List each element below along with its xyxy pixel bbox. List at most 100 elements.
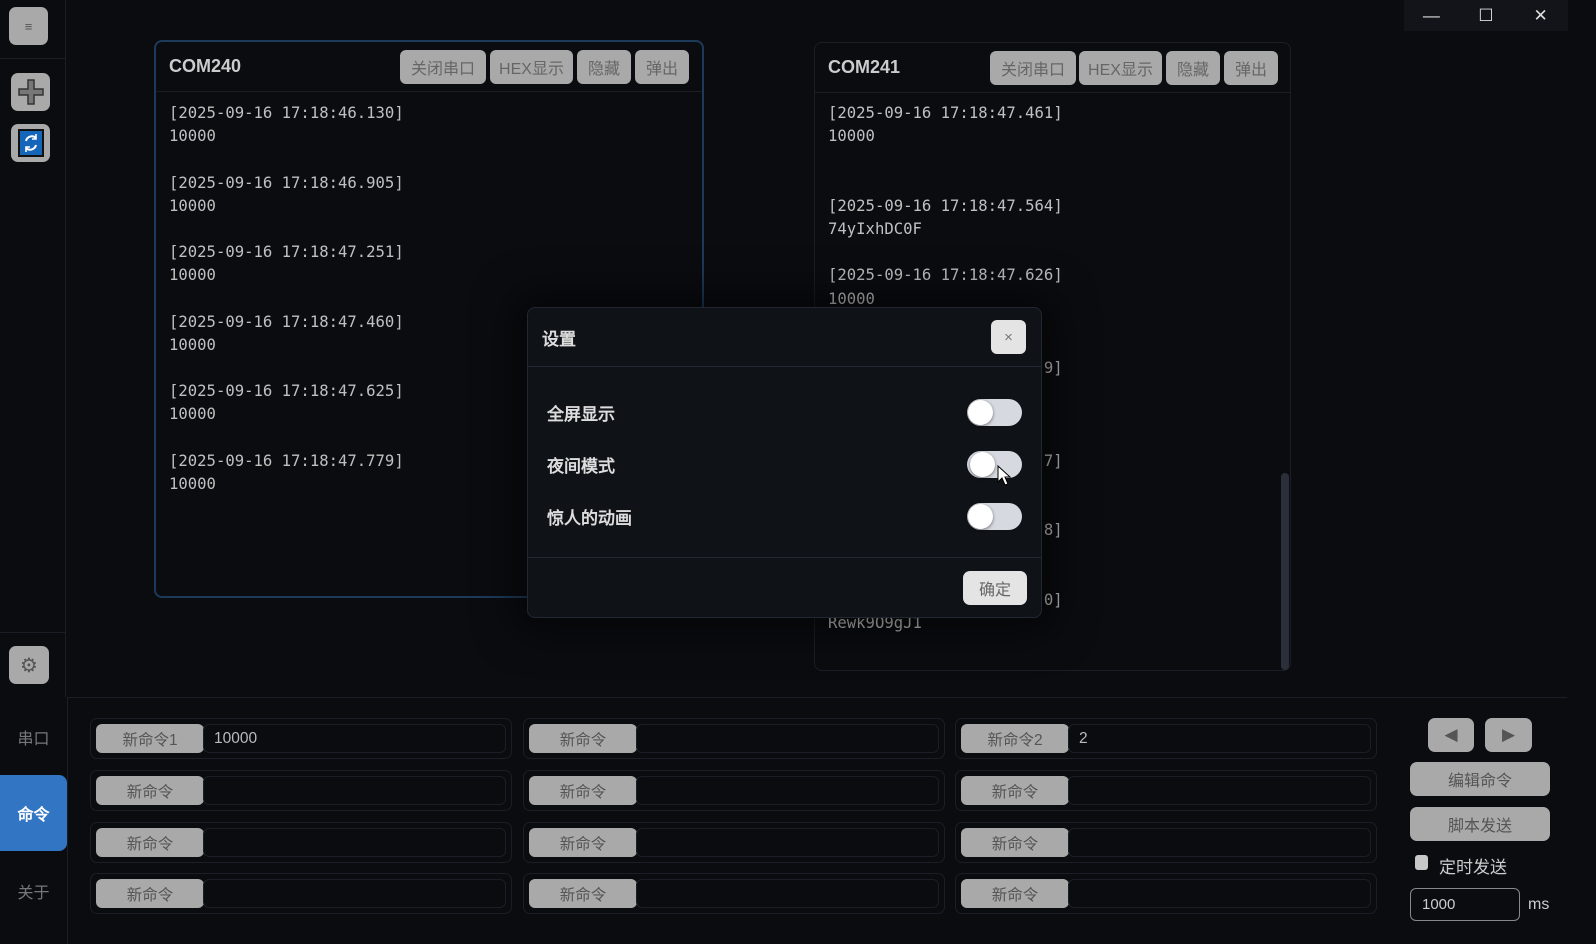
fullscreen-label: 全屏显示 [547,404,615,424]
close-window-button[interactable]: ✕ [1533,5,1548,25]
menu-button[interactable]: ≡ [9,7,48,45]
log-line [169,218,702,241]
log-line [828,148,1290,171]
command-slot: 新命令2 2 [955,718,1377,759]
send-command-button[interactable]: 新命令 [96,776,204,805]
log-line: [2025-09-16 17:18:47.460] [169,312,404,331]
refresh-button[interactable] [11,124,50,162]
command-slot: 新命令 [523,822,945,863]
log-line: [2025-09-16 17:18:47.461] [828,104,1063,122]
command-slot: 新命令 [955,873,1377,914]
hex-display-button[interactable]: HEX显示 [1079,51,1162,85]
animation-label: 惊人的动画 [547,508,632,528]
log-line [828,241,1290,264]
log-line: [2025-09-16 17:18:46.905] [169,173,404,192]
command-input[interactable] [636,879,939,908]
prev-page-button[interactable]: ◀ [1428,718,1474,752]
log-line: 10000 [169,475,216,493]
script-send-button[interactable]: 脚本发送 [1410,807,1550,841]
fullscreen-toggle[interactable] [967,398,1022,426]
command-slot: 新命令1 10000 [90,718,512,759]
command-slot: 新命令 [90,822,512,863]
hide-button[interactable]: 隐藏 [577,50,631,84]
next-page-button[interactable]: ▶ [1485,718,1532,752]
send-command-button[interactable]: 新命令 [529,879,637,908]
command-input[interactable] [203,828,506,857]
popout-button[interactable]: 弹出 [1224,51,1278,85]
interval-unit: ms [1528,896,1550,913]
send-command-button[interactable]: 新命令 [96,879,204,908]
log-line: 10000 [828,289,875,308]
log-line: 10000 [828,127,875,146]
close-port-button[interactable]: 关闭串口 [990,51,1076,85]
dialog-title: 设置 [542,329,576,349]
command-slot: 新命令 [523,770,945,811]
log-line: 74yIxhDC0F [828,219,922,238]
command-input[interactable] [203,879,506,908]
command-slot: 新命令 [90,873,512,914]
command-input[interactable]: 2 [1068,724,1371,753]
edit-commands-button[interactable]: 编辑命令 [1410,762,1550,796]
close-dialog-button[interactable]: × [991,320,1026,354]
log-line [169,148,702,171]
scrollbar[interactable] [1281,473,1289,670]
send-command-button[interactable]: 新命令 [961,879,1069,908]
nav-serial[interactable]: 串口 [17,731,50,748]
log-line: [2025-09-16 17:18:47.779] [169,451,404,470]
animation-toggle[interactable] [967,502,1022,530]
log-line: 0] [1043,590,1063,609]
log-line: [2025-09-16 17:18:46.130] [169,104,404,122]
log-line: 9] [1043,359,1063,378]
send-command-button[interactable]: 新命令1 [96,724,204,753]
nav-commands[interactable]: 命令 [0,775,67,851]
settings-dialog: 设置 × 全屏显示 夜间模式 惊人的动画 确定 [527,307,1042,618]
minimize-button[interactable]: — [1422,5,1440,25]
command-input[interactable] [636,776,939,805]
add-port-button[interactable] [11,73,50,111]
popout-button[interactable]: 弹出 [635,50,689,84]
refresh-icon [17,129,44,157]
send-command-button[interactable]: 新命令 [529,828,637,857]
command-input[interactable] [636,724,939,753]
night-mode-toggle[interactable] [967,450,1022,478]
command-input[interactable] [1068,879,1371,908]
hex-display-button[interactable]: HEX显示 [490,50,573,84]
receive-log: [2025-09-16 17:18:47.461] 10000 [2025-09-1… [815,93,1290,635]
send-command-button[interactable]: 新命令2 [961,724,1069,753]
send-command-button[interactable]: 新命令 [529,724,637,753]
close-port-button[interactable]: 关闭串口 [400,50,486,84]
command-input[interactable]: 10000 [203,724,506,753]
hide-button[interactable]: 隐藏 [1166,51,1220,85]
interval-input[interactable]: 1000 [1410,888,1520,921]
send-command-button[interactable]: 新命令 [961,776,1069,805]
command-input[interactable] [1068,776,1371,805]
confirm-button[interactable]: 确定 [963,571,1027,605]
command-input[interactable] [203,776,506,805]
send-command-button[interactable]: 新命令 [96,828,204,857]
log-line: [2025-09-16 17:18:47.564] [828,196,1063,215]
log-line: 10000 [169,405,216,424]
plus-icon [17,79,44,105]
log-line: [2025-09-16 17:18:47.625] [169,382,404,401]
mouse-cursor-icon [997,465,1011,486]
receive-log: [2025-09-16 17:18:46.130] 10000 [2025-09-1… [156,92,702,496]
timed-send-checkbox[interactable] [1415,855,1428,870]
command-slot: 新命令 [523,873,945,914]
command-slot: 新命令 [523,718,945,759]
port-name: COM241 [828,57,901,77]
command-slot: 新命令 [90,770,512,811]
send-command-button[interactable]: 新命令 [529,776,637,805]
nav-about[interactable]: 关于 [17,885,50,902]
log-line: [2025-09-16 17:18:47.626] [828,266,1063,285]
send-command-button[interactable]: 新命令 [961,828,1069,857]
maximize-button[interactable]: ☐ [1478,5,1494,25]
log-line: 10000 [169,266,216,285]
window-controls: — ☐ ✕ [1404,0,1568,31]
settings-button[interactable]: ⚙ [9,646,49,684]
command-input[interactable] [1068,828,1371,857]
log-line: 7] [1043,451,1063,470]
command-input[interactable] [636,828,939,857]
gear-icon: ⚙ [20,654,38,677]
sidebar: ≡ ⚙ [0,0,66,697]
log-line: [2025-09-16 17:18:47.251] [169,243,404,262]
